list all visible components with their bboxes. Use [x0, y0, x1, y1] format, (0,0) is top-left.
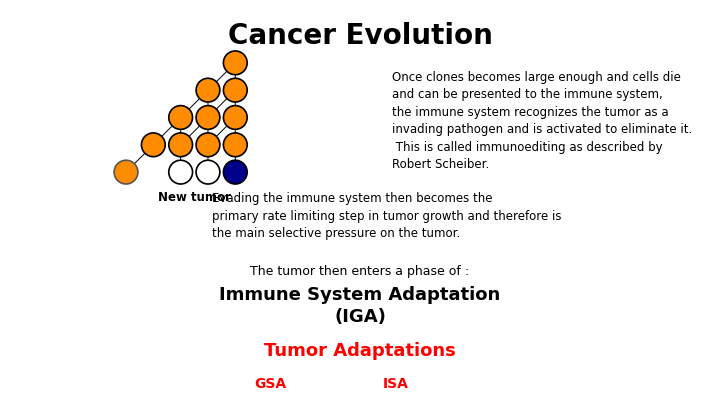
Text: New tumor: New tumor — [158, 191, 230, 204]
Ellipse shape — [196, 160, 220, 184]
Text: Immune System Adaptation
(IGA): Immune System Adaptation (IGA) — [220, 286, 500, 326]
Text: Evading the immune system then becomes the
primary rate limiting step in tumor g: Evading the immune system then becomes t… — [212, 192, 562, 241]
Ellipse shape — [223, 106, 247, 129]
Ellipse shape — [196, 106, 220, 129]
Ellipse shape — [196, 133, 220, 157]
Ellipse shape — [168, 133, 192, 157]
Text: Cancer Evolution: Cancer Evolution — [228, 22, 492, 50]
Text: Once clones becomes large enough and cells die
and can be presented to the immun: Once clones becomes large enough and cel… — [392, 71, 693, 171]
Ellipse shape — [196, 78, 220, 102]
Ellipse shape — [223, 51, 247, 75]
Text: The tumor then enters a phase of :: The tumor then enters a phase of : — [251, 265, 469, 278]
Text: Tumor Adaptations: Tumor Adaptations — [264, 342, 456, 360]
Ellipse shape — [141, 133, 165, 157]
Ellipse shape — [223, 160, 247, 184]
Ellipse shape — [114, 160, 138, 184]
Ellipse shape — [168, 160, 192, 184]
Ellipse shape — [223, 78, 247, 102]
Text: GSA: GSA — [254, 377, 286, 391]
Text: ISA: ISA — [383, 377, 409, 391]
Ellipse shape — [223, 133, 247, 157]
Ellipse shape — [168, 106, 192, 129]
